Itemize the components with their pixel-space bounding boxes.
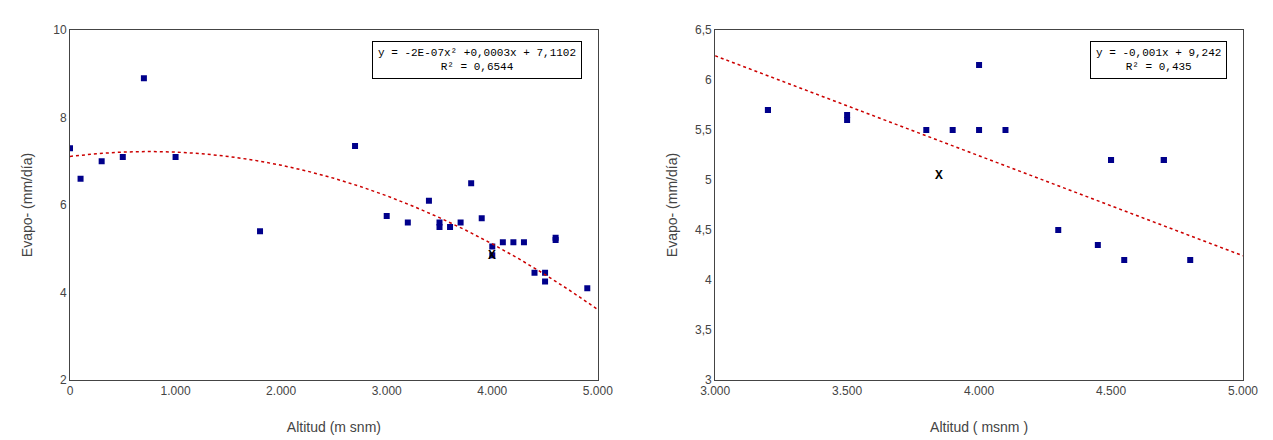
svg-text:y = -0,001x + 9,242R² = 0,435: y = -0,001x + 9,242R² = 0,435 bbox=[1096, 47, 1221, 73]
svg-text:10: 10 bbox=[53, 23, 67, 37]
svg-text:2.000: 2.000 bbox=[266, 384, 296, 398]
svg-text:4,5: 4,5 bbox=[695, 223, 712, 237]
svg-text:3,5: 3,5 bbox=[695, 323, 712, 337]
svg-text:1.000: 1.000 bbox=[161, 384, 191, 398]
svg-text:5.000: 5.000 bbox=[1228, 384, 1258, 398]
svg-text:Altitud (m snm): Altitud (m snm) bbox=[287, 419, 381, 435]
svg-text:4: 4 bbox=[60, 286, 67, 300]
svg-text:3: 3 bbox=[705, 373, 712, 387]
svg-text:X: X bbox=[488, 248, 496, 263]
svg-text:0: 0 bbox=[67, 384, 74, 398]
svg-text:Evapo- (mm/día): Evapo- (mm/día) bbox=[664, 153, 680, 257]
svg-text:5.000: 5.000 bbox=[583, 384, 613, 398]
svg-text:4.500: 4.500 bbox=[1096, 384, 1126, 398]
svg-text:3.000: 3.000 bbox=[372, 384, 402, 398]
svg-text:y = -2E-07x² +0,0003x + 7,1102: y = -2E-07x² +0,0003x + 7,1102R² = 0,654… bbox=[378, 47, 576, 73]
svg-text:Evapo- (mm/día): Evapo- (mm/día) bbox=[19, 153, 35, 257]
svg-text:5: 5 bbox=[705, 173, 712, 187]
svg-text:6: 6 bbox=[60, 198, 67, 212]
svg-text:X: X bbox=[935, 168, 943, 183]
svg-text:2: 2 bbox=[60, 373, 67, 387]
svg-text:3.500: 3.500 bbox=[832, 384, 862, 398]
svg-text:8: 8 bbox=[60, 111, 67, 125]
svg-text:4: 4 bbox=[705, 273, 712, 287]
svg-text:4.000: 4.000 bbox=[964, 384, 994, 398]
svg-text:4.000: 4.000 bbox=[477, 384, 507, 398]
svg-text:5,5: 5,5 bbox=[695, 123, 712, 137]
svg-text:6,5: 6,5 bbox=[695, 23, 712, 37]
svg-text:3.000: 3.000 bbox=[700, 384, 730, 398]
svg-text:6: 6 bbox=[705, 73, 712, 87]
svg-text:Altitud ( msnm ): Altitud ( msnm ) bbox=[930, 419, 1028, 435]
